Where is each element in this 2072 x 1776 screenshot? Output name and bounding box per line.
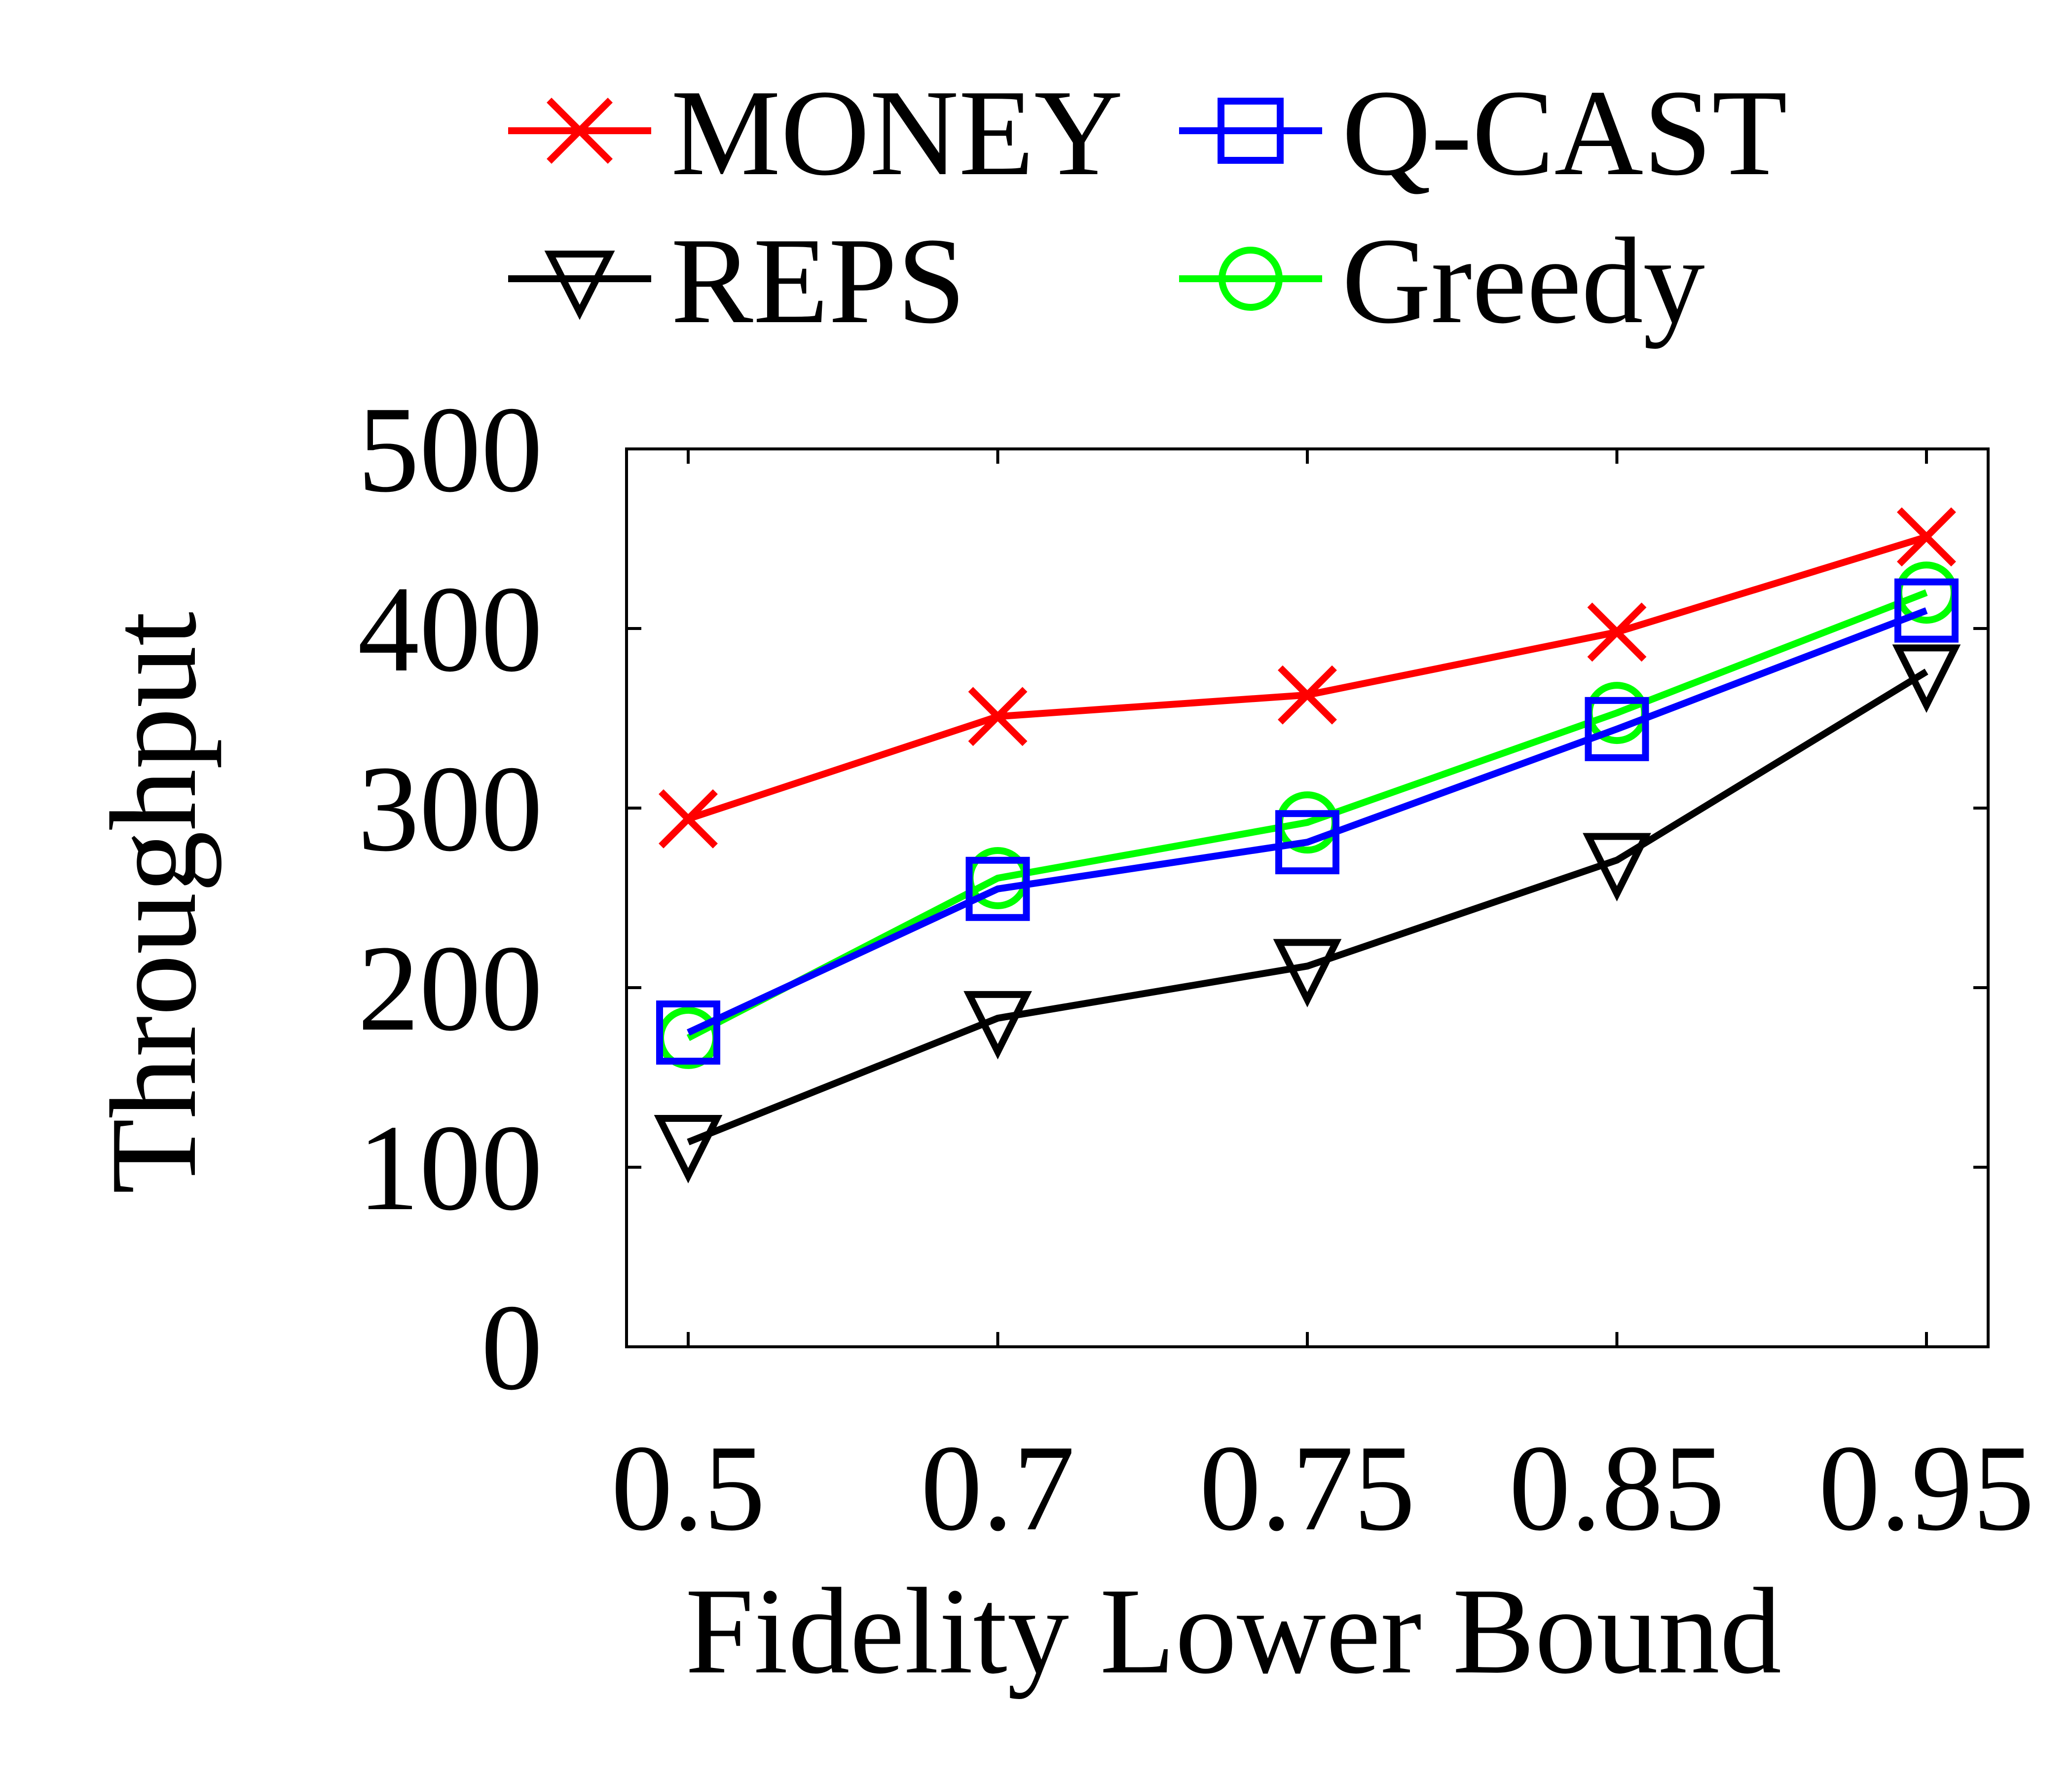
- legend-item-q-cast: Q-CAST: [1179, 65, 1787, 201]
- point-reps-0.85: [1583, 833, 1651, 902]
- x-tick-label-0.75: 0.75: [1199, 1420, 1415, 1556]
- tick-labels: 0 100 200 300 400 500 0.5 0.7 0.75 0.85 0.95: [358, 381, 2035, 1556]
- point-q-cast-0.75: [1275, 810, 1339, 875]
- legend-item-money: MONEY: [508, 65, 1123, 201]
- point-q-cast-0.7: [965, 856, 1030, 921]
- point-q-cast-0.5: [656, 1000, 720, 1065]
- x-tick-label-0.85: 0.85: [1509, 1420, 1725, 1556]
- point-money-0.75: [1278, 665, 1337, 725]
- legend-label-greedy: Greedy: [1342, 213, 1705, 349]
- series-line-greedy: [686, 589, 1928, 1041]
- series-layer: [654, 507, 1961, 1184]
- y-axis-title: Throughput: [85, 612, 222, 1194]
- legend-item-greedy: Greedy: [1179, 213, 1705, 349]
- y-tick-label-0: 0: [481, 1279, 543, 1416]
- legend-marker-reps: [544, 251, 615, 320]
- x-axis-title: Fidelity Lower Bound: [685, 1563, 1781, 1700]
- point-reps-0.75: [1273, 939, 1342, 1007]
- x-tick-label-0.5: 0.5: [611, 1420, 766, 1556]
- point-money-0.85: [1587, 602, 1647, 662]
- series-line-q-cast: [687, 607, 1928, 1036]
- point-money-0.95: [1897, 507, 1956, 567]
- legend: MONEY Q-CAST REPS Greedy: [508, 65, 1787, 349]
- plot-frame: [625, 447, 1990, 1348]
- legend-label-reps: REPS: [671, 213, 966, 349]
- series-reps: [654, 644, 1961, 1184]
- legend-marker-q-cast: [1218, 98, 1284, 164]
- y-tick-label-500: 500: [358, 381, 543, 518]
- point-reps-0.5: [654, 1115, 723, 1184]
- series-q-cast: [656, 578, 1959, 1065]
- y-tick-label-300: 300: [358, 740, 543, 877]
- legend-label-money: MONEY: [671, 65, 1123, 201]
- point-money-0.5: [659, 789, 718, 849]
- series-line-money: [687, 533, 1928, 822]
- point-reps-0.7: [963, 991, 1032, 1060]
- y-tick-label-400: 400: [358, 561, 543, 698]
- series-line-reps: [687, 668, 1928, 1146]
- legend-label-q-cast: Q-CAST: [1342, 65, 1787, 201]
- point-money-0.7: [968, 687, 1028, 746]
- point-reps-0.95: [1892, 644, 1961, 713]
- legend-marker-money: [547, 98, 613, 164]
- x-tick-label-0.7: 0.7: [921, 1420, 1075, 1556]
- legend-marker-greedy: [1219, 247, 1283, 311]
- y-tick-label-200: 200: [358, 920, 543, 1057]
- y-tick-label-100: 100: [358, 1100, 543, 1236]
- x-tick-label-0.95: 0.95: [1818, 1420, 2035, 1556]
- axis-ticks: [627, 447, 1988, 1348]
- point-q-cast-0.95: [1894, 578, 1959, 643]
- series-money: [659, 507, 1956, 849]
- point-q-cast-0.85: [1585, 697, 1649, 761]
- legend-item-reps: REPS: [508, 213, 966, 349]
